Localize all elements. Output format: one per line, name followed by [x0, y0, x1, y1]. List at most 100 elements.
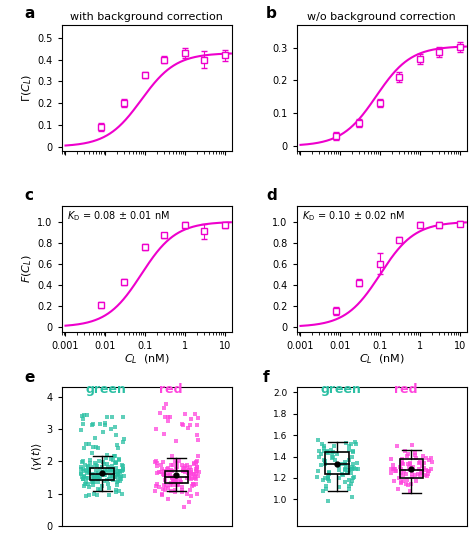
- Point: [183, 463, 191, 472]
- Point: [181, 463, 188, 472]
- Text: $\mathit{K}_\mathrm{D}$ = 0.08 $\pm$ 0.01 nM: $\mathit{K}_\mathrm{D}$ = 0.08 $\pm$ 0.0…: [67, 210, 170, 224]
- Point: [119, 438, 127, 447]
- Point: [324, 474, 331, 483]
- Text: b: b: [266, 7, 277, 21]
- Point: [409, 441, 416, 449]
- Point: [192, 464, 200, 473]
- Point: [108, 472, 115, 481]
- Point: [175, 456, 182, 465]
- Point: [393, 441, 401, 450]
- Y-axis label: $F(C_L)$: $F(C_L)$: [21, 255, 35, 283]
- Point: [404, 459, 411, 468]
- Point: [171, 474, 179, 483]
- Point: [82, 480, 89, 488]
- Point: [166, 481, 174, 489]
- Point: [320, 455, 328, 464]
- Point: [161, 413, 169, 421]
- Point: [83, 411, 91, 420]
- Point: [179, 486, 186, 495]
- Point: [93, 490, 100, 499]
- Point: [93, 462, 101, 471]
- Point: [109, 471, 117, 480]
- Point: [81, 444, 88, 453]
- Point: [325, 467, 332, 476]
- Point: [184, 469, 192, 477]
- Point: [346, 446, 353, 454]
- Point: [82, 477, 90, 486]
- Point: [118, 460, 126, 469]
- Point: [319, 476, 327, 484]
- Point: [352, 464, 360, 473]
- Point: [99, 470, 107, 478]
- Point: [101, 419, 109, 428]
- Point: [94, 469, 101, 477]
- Point: [179, 420, 186, 429]
- Point: [174, 480, 182, 488]
- Point: [79, 473, 86, 482]
- Point: [153, 459, 161, 467]
- Point: [84, 473, 92, 482]
- Point: [327, 446, 335, 455]
- Point: [189, 481, 196, 490]
- Point: [79, 420, 87, 429]
- Point: [91, 490, 98, 499]
- Point: [179, 464, 187, 473]
- Point: [152, 456, 160, 465]
- Point: [81, 410, 88, 419]
- Point: [86, 455, 93, 464]
- Point: [157, 467, 165, 476]
- Point: [184, 424, 191, 432]
- Point: [115, 470, 122, 479]
- Point: [114, 440, 121, 449]
- Point: [168, 452, 175, 460]
- Point: [104, 463, 112, 471]
- Point: [78, 412, 86, 420]
- Point: [158, 490, 165, 499]
- Point: [155, 483, 163, 492]
- Text: e: e: [24, 369, 35, 385]
- Point: [387, 469, 394, 477]
- Point: [181, 467, 189, 476]
- Point: [112, 488, 119, 496]
- Point: [409, 462, 417, 471]
- Point: [112, 459, 119, 467]
- Point: [89, 475, 96, 484]
- Point: [164, 484, 172, 493]
- Point: [92, 466, 100, 475]
- Point: [342, 460, 349, 469]
- Point: [167, 461, 175, 470]
- Point: [348, 465, 356, 473]
- Point: [329, 448, 337, 456]
- Point: [397, 465, 405, 473]
- Point: [325, 469, 333, 477]
- Point: [315, 446, 322, 455]
- Point: [84, 462, 92, 471]
- Point: [107, 455, 115, 464]
- Point: [79, 464, 87, 473]
- Point: [120, 435, 128, 444]
- Point: [159, 465, 166, 474]
- Point: [193, 457, 201, 466]
- Point: [151, 487, 159, 495]
- Point: [191, 472, 199, 481]
- Point: [111, 458, 119, 467]
- Point: [112, 463, 120, 472]
- Point: [348, 465, 356, 473]
- Point: [349, 460, 356, 469]
- Bar: [326, 452, 349, 473]
- Point: [397, 478, 405, 487]
- Point: [194, 414, 201, 423]
- Point: [419, 452, 427, 460]
- Point: [420, 458, 428, 467]
- Point: [102, 468, 110, 477]
- Point: [427, 465, 435, 473]
- Point: [177, 475, 184, 484]
- Point: [194, 472, 202, 481]
- Point: [82, 492, 90, 501]
- Point: [88, 463, 95, 472]
- Point: [77, 470, 85, 478]
- Point: [85, 466, 92, 475]
- Point: [172, 476, 180, 484]
- Point: [351, 438, 359, 447]
- Point: [185, 465, 193, 474]
